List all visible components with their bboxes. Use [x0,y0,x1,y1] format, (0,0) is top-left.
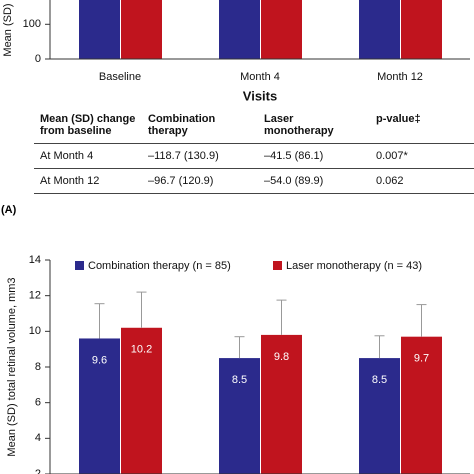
bar [79,338,120,474]
legend-swatch [75,261,84,270]
y-tick-label: 10 [29,325,41,337]
cell: 0.007* [356,143,474,169]
y-axis-label: Mean (SD) total retinal volume, mm3 [6,277,18,456]
y-tick-label: 4 [35,432,41,444]
value-label: 10.2 [131,344,152,356]
bar [219,0,260,60]
panel-label: (A) [1,204,17,216]
header-row: Mean (SD) change from baseline Combinati… [34,108,474,144]
x-tick-label: Month 12 [377,71,423,83]
cell: 0.062 [356,168,474,194]
bar [359,358,400,474]
bar [401,336,442,474]
y-tick-label: 2 [35,468,41,474]
bar [261,334,302,474]
x-tick-label: Month 4 [240,71,280,83]
value-label: 8.5 [232,374,247,386]
y-tick-label: 6 [35,397,41,409]
value-label: 9.8 [274,351,289,363]
bar [79,0,120,59]
y-tick-label: 0 [35,53,41,65]
results-table: Mean (SD) change from baseline Combinati… [34,108,474,194]
y-tick-label: 100 [23,18,41,30]
cell: –96.7 (120.9) [142,168,244,194]
y-tick-label: 14 [29,254,41,266]
bar [359,0,400,59]
header-cell: Combination therapy [142,108,244,144]
plot-area: 9.6 10.2 8.5 9.8 8.5 9.7 [79,291,442,474]
bar [401,0,442,59]
legend-label: Laser monotherapy (n = 43) [286,260,422,272]
y-tick-label: 8 [35,361,41,373]
header-cell: p-value‡ [356,108,474,144]
header-cell: Mean (SD) change from baseline [34,108,142,144]
bar [121,327,162,474]
row: At Month 4 –118.7 (130.9) –41.5 (86.1) 0… [34,143,474,169]
x-tick-label: Baseline [99,71,141,83]
legend-label: Combination therapy (n = 85) [88,260,231,272]
x-axis-label: Visits [243,88,277,103]
cell: At Month 12 [34,168,142,194]
cell: –118.7 (130.9) [142,143,244,169]
legend-swatch [273,261,282,270]
value-label: 8.5 [372,374,387,386]
header-cell: Laser monotherapy [244,108,356,144]
cell: –54.0 (89.9) [244,168,356,194]
y-axis-label: Mean (SD) [2,3,14,56]
bar [261,0,302,59]
plot-area [79,0,442,60]
value-label: 9.6 [92,354,107,366]
bar [121,0,162,60]
cell: At Month 4 [34,143,142,169]
y-tick-label: 12 [29,290,41,302]
bar [219,358,260,474]
row: At Month 12 –96.7 (120.9) –54.0 (89.9) 0… [34,168,474,194]
value-label: 9.7 [414,353,429,365]
cell: –41.5 (86.1) [244,143,356,169]
